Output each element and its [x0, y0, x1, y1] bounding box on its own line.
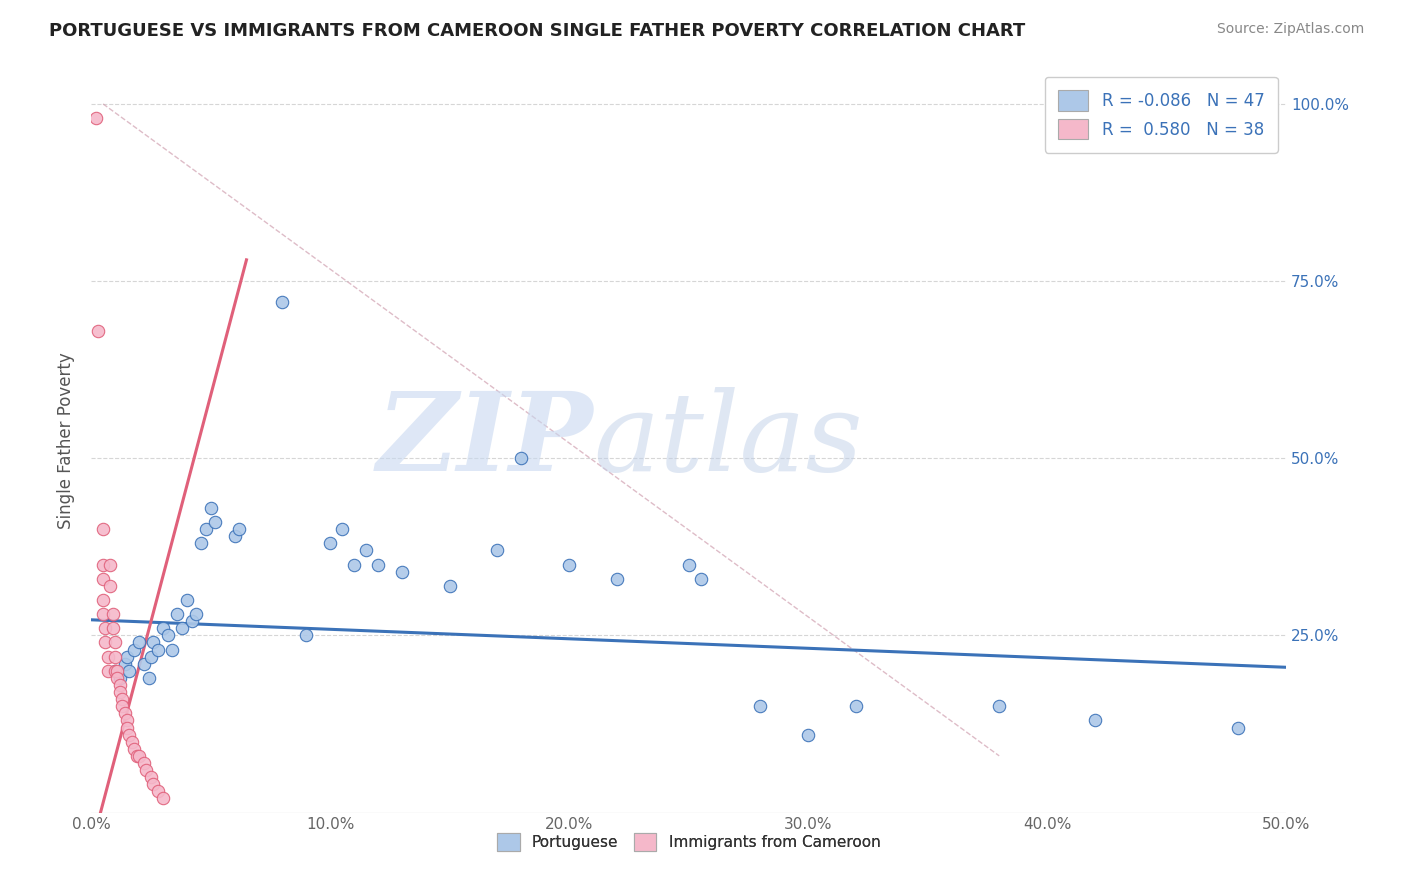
Point [107, 664, 129, 678]
Point [97, 649, 120, 664]
Point [1084, 714, 1107, 728]
Point [186, 607, 208, 621]
Point [104, 649, 127, 664]
Point [138, 671, 160, 685]
Point [152, 621, 174, 635]
Point [128, 748, 150, 763]
Text: Source: ZipAtlas.com: Source: ZipAtlas.com [1216, 22, 1364, 37]
Point [200, 500, 222, 515]
Point [162, 642, 184, 657]
Point [689, 572, 711, 586]
Point [91, 558, 114, 572]
Point [295, 628, 318, 642]
Point [139, 649, 162, 664]
Point [486, 543, 509, 558]
Point [98, 558, 121, 572]
Point [439, 579, 461, 593]
Point [135, 763, 157, 777]
Point [1227, 721, 1250, 735]
Point [139, 770, 162, 784]
Point [104, 635, 127, 649]
Point [204, 515, 226, 529]
Point [132, 756, 155, 770]
Point [146, 784, 169, 798]
Point [224, 529, 246, 543]
Point [115, 721, 138, 735]
Y-axis label: Single Father Poverty: Single Father Poverty [58, 352, 75, 529]
Point [797, 728, 820, 742]
Point [98, 579, 121, 593]
Point [156, 628, 179, 642]
Point [132, 657, 155, 671]
Point [122, 741, 145, 756]
Point [606, 572, 628, 586]
Point [228, 522, 250, 536]
Point [125, 748, 148, 763]
Point [330, 522, 353, 536]
Point [97, 664, 120, 678]
Point [749, 699, 772, 714]
Point [101, 621, 124, 635]
Point [152, 791, 174, 805]
Point [391, 565, 413, 579]
Legend: Portuguese, Immigrants from Cameroon: Portuguese, Immigrants from Cameroon [491, 827, 887, 857]
Point [122, 642, 145, 657]
Point [94, 621, 117, 635]
Point [319, 536, 342, 550]
Point [118, 728, 141, 742]
Point [114, 657, 136, 671]
Point [114, 706, 136, 721]
Point [510, 451, 533, 466]
Point [558, 558, 581, 572]
Point [91, 593, 114, 607]
Point [115, 649, 138, 664]
Point [87, 324, 110, 338]
Point [107, 671, 129, 685]
Point [170, 621, 193, 635]
Point [194, 522, 217, 536]
Point [91, 522, 114, 536]
Point [91, 607, 114, 621]
Point [343, 558, 366, 572]
Point [142, 635, 165, 649]
Point [118, 664, 141, 678]
Point [146, 642, 169, 657]
Point [678, 558, 700, 572]
Point [367, 558, 389, 572]
Point [845, 699, 868, 714]
Point [166, 607, 188, 621]
Point [111, 699, 134, 714]
Point [108, 685, 131, 699]
Point [111, 692, 134, 706]
Point [354, 543, 377, 558]
Point [115, 714, 138, 728]
Point [121, 734, 143, 748]
Point [128, 635, 150, 649]
Point [988, 699, 1011, 714]
Point [180, 614, 202, 628]
Point [108, 671, 131, 685]
Point [108, 678, 131, 692]
Point [84, 111, 107, 125]
Text: atlas: atlas [593, 387, 863, 494]
Text: ZIP: ZIP [377, 387, 593, 494]
Point [104, 664, 127, 678]
Point [104, 664, 127, 678]
Point [101, 607, 124, 621]
Point [142, 777, 165, 791]
Point [176, 593, 198, 607]
Point [91, 572, 114, 586]
Point [271, 295, 294, 310]
Point [94, 635, 117, 649]
Point [190, 536, 212, 550]
Text: PORTUGUESE VS IMMIGRANTS FROM CAMEROON SINGLE FATHER POVERTY CORRELATION CHART: PORTUGUESE VS IMMIGRANTS FROM CAMEROON S… [49, 22, 1025, 40]
